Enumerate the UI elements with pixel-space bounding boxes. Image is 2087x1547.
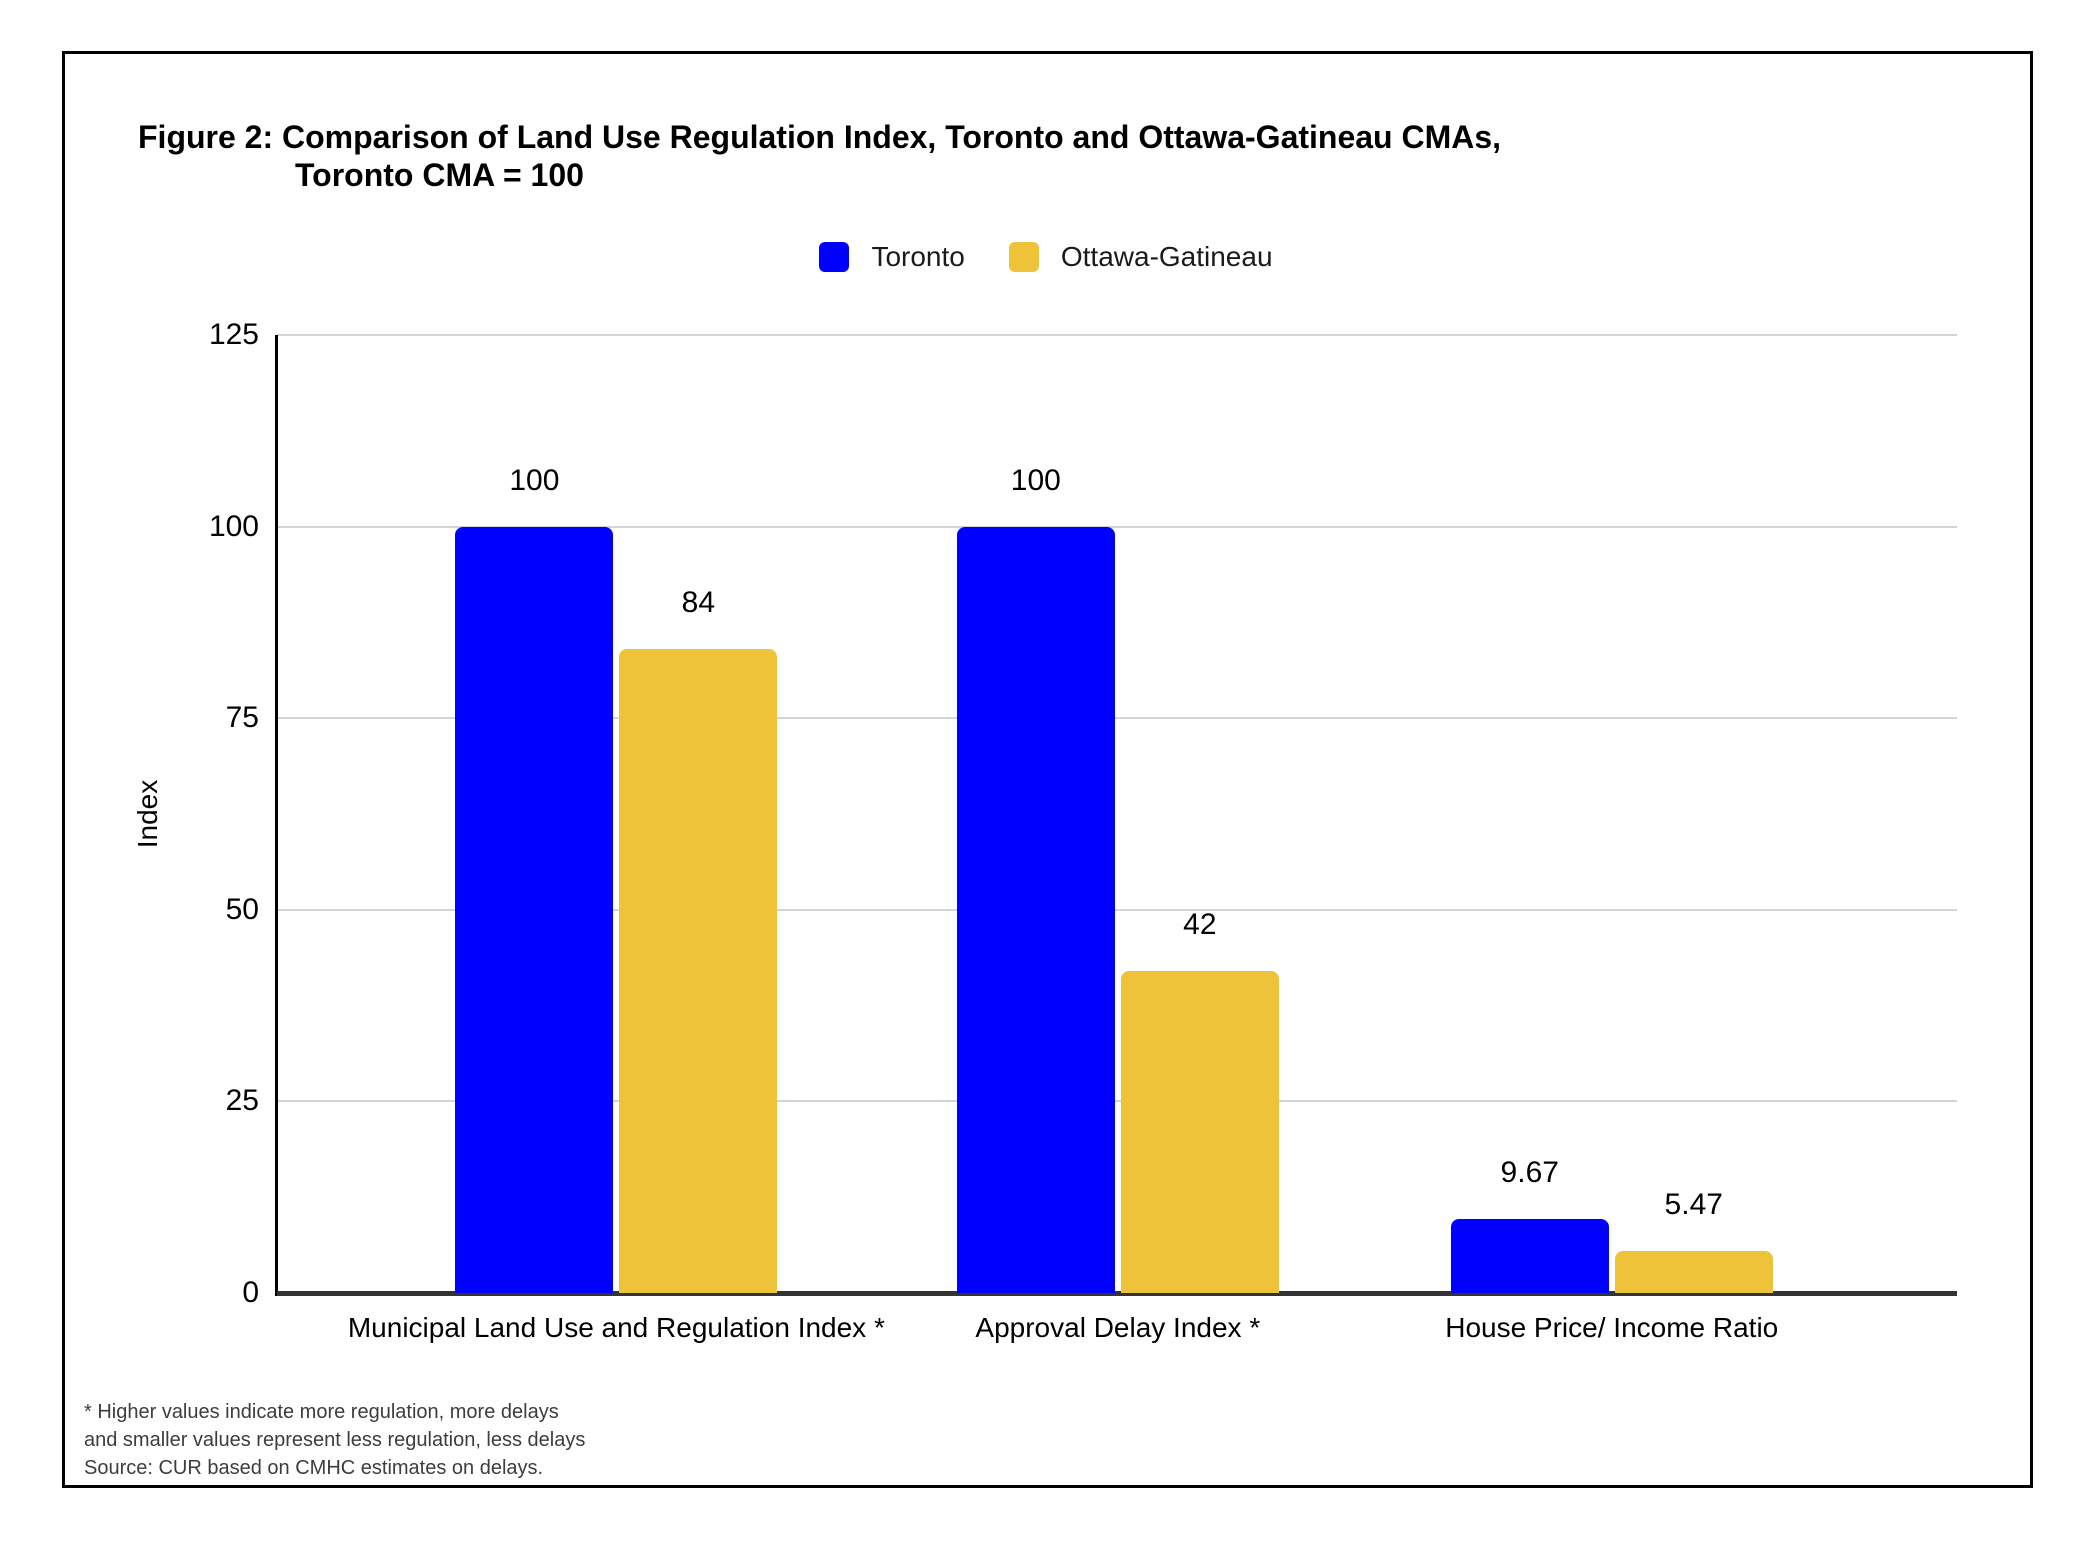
category-label-2: House Price/ Income Ratio — [1445, 1312, 1779, 1343]
bar-value-label-toronto-2: 9.67 — [1500, 1155, 1559, 1189]
legend-swatch-ottawa-gatineau — [1008, 242, 1039, 272]
bar-ottawa-gatineau-0[interactable] — [619, 649, 778, 1293]
category-label-1: Approval Delay Index * — [975, 1312, 1261, 1343]
gridline-75 — [277, 717, 1957, 720]
category-label-0: Municipal Land Use and Regulation Index … — [347, 1312, 885, 1343]
gridline-125 — [277, 334, 1957, 336]
legend-label-ottawa-gatineau: Ottawa-Gatineau — [1060, 241, 1273, 272]
footnote-line2: and smaller values represent less regula… — [84, 1429, 586, 1451]
legend-item-ottawa-gatineau[interactable]: Ottawa-Gatineau — [1008, 241, 1273, 273]
bar-value-label-ottawa-gatineau-2: 5.47 — [1664, 1188, 1723, 1222]
y-tick-label-100: 100 — [208, 509, 259, 543]
chart-title-line1: Figure 2: Comparison of Land Use Regulat… — [138, 119, 1502, 155]
bar-value-label-ottawa-gatineau-0: 84 — [681, 586, 716, 620]
legend-swatch-toronto — [819, 242, 850, 272]
y-tick-label-75: 75 — [225, 701, 259, 735]
legend-item-toronto[interactable]: Toronto — [819, 241, 965, 273]
gridline-25 — [277, 1100, 1957, 1103]
bar-toronto-1[interactable] — [956, 526, 1115, 1293]
chart-title-line2: Toronto CMA = 100 — [295, 157, 584, 193]
y-axis-line — [275, 335, 278, 1296]
y-axis-title: Index — [132, 779, 163, 849]
chart-title: Figure 2: Comparison of Land Use Regulat… — [138, 118, 1501, 194]
bar-toronto-0[interactable] — [455, 526, 614, 1293]
y-tick-label-25: 25 — [225, 1084, 259, 1118]
gridline-50 — [277, 908, 1957, 911]
plot-area: 0 25 50 75 100 125 100 100 9.67 84 42 5.47 Municipal… — [209, 318, 1957, 1343]
y-tick-label-0: 0 — [242, 1276, 259, 1309]
footnote-line1: * Higher values indicate more regulation… — [84, 1401, 559, 1423]
legend-label-toronto: Toronto — [871, 241, 965, 272]
bar-value-label-toronto-1: 100 — [1010, 463, 1061, 497]
bar-value-label-toronto-0: 100 — [509, 463, 560, 497]
y-tick-label-125: 125 — [208, 318, 259, 351]
bar-toronto-2[interactable] — [1450, 1218, 1609, 1293]
footnote: * Higher values indicate more regulation… — [84, 1398, 585, 1482]
footnote-line3: Source: CUR based on CMHC estimates on d… — [84, 1457, 544, 1479]
bar-value-label-ottawa-gatineau-1: 42 — [1183, 908, 1217, 942]
gridline-100 — [277, 525, 1957, 528]
bar-ottawa-gatineau-1[interactable] — [1120, 971, 1279, 1293]
legend: Toronto Ottawa-Gatineau — [62, 241, 2030, 273]
bar-ottawa-gatineau-2[interactable] — [1614, 1251, 1773, 1293]
x-axis-line — [277, 1291, 1957, 1296]
y-tick-label-50: 50 — [225, 892, 259, 926]
